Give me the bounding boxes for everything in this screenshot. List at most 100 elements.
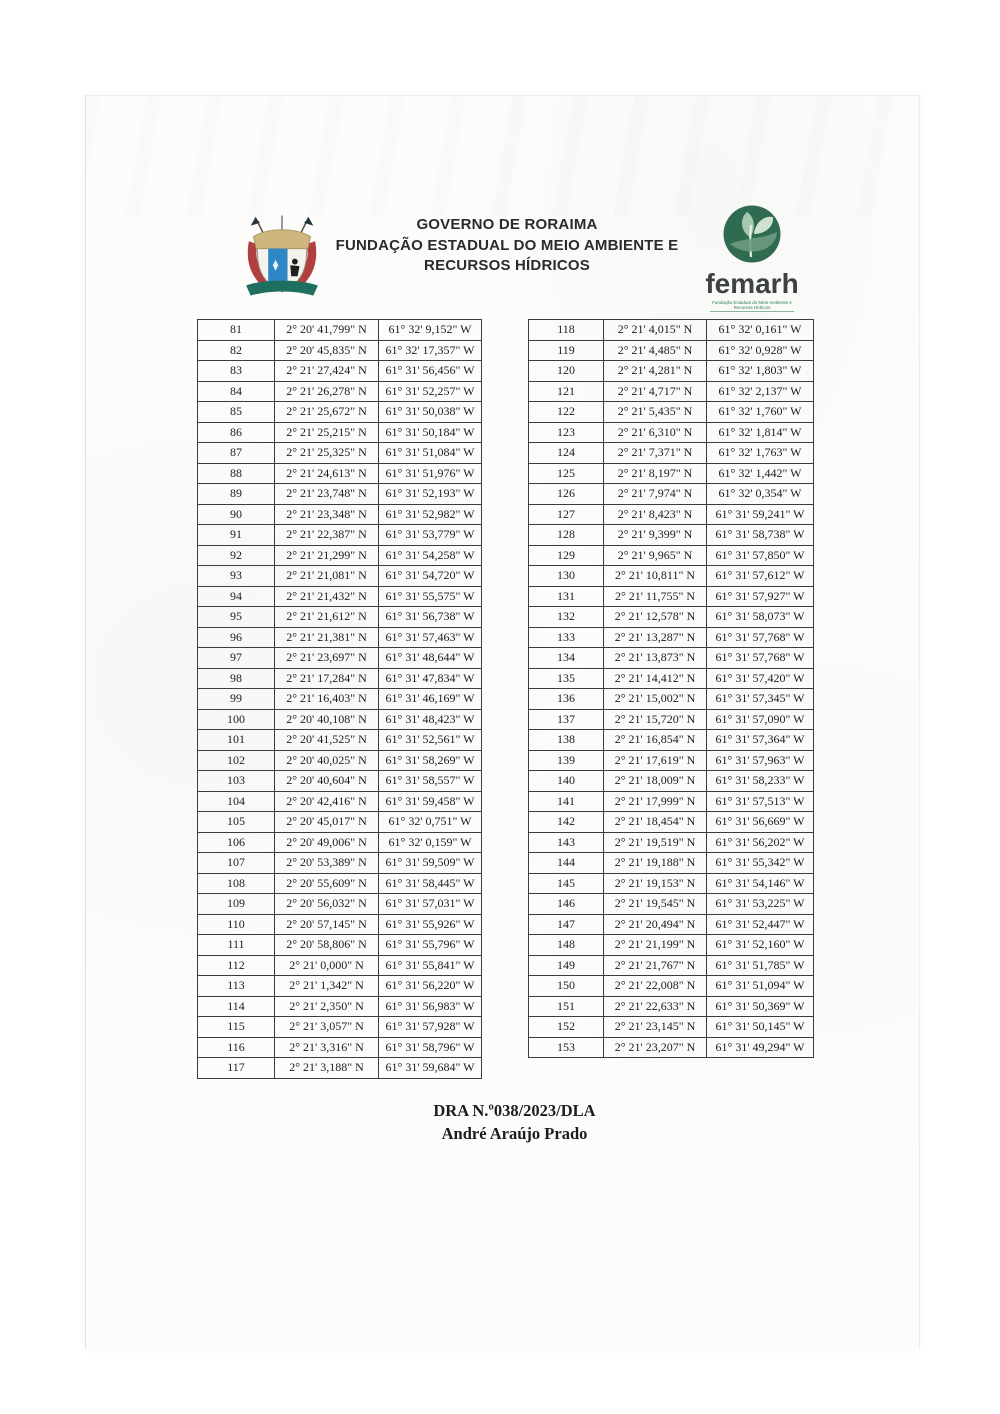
coordinate-row: 117 2° 21' 3,188" N 61° 31' 59,684" W	[197, 1057, 482, 1079]
coordinate-row: 112 2° 21' 0,000" N 61° 31' 55,841" W	[197, 954, 482, 976]
latitude-cell: 2° 20' 58,806" N	[274, 934, 379, 956]
longitude-cell: 61° 32' 0,161" W	[706, 319, 814, 341]
coordinate-row: 150 2° 21' 22,008" N 61° 31' 51,094" W	[528, 975, 814, 997]
longitude-cell: 61° 32' 1,442" W	[706, 462, 814, 484]
longitude-cell: 61° 31' 57,928" W	[378, 1016, 482, 1038]
coordinate-row: 140 2° 21' 18,009" N 61° 31' 58,233" W	[528, 770, 814, 792]
author-name: André Araújo Prado	[441, 1124, 588, 1143]
point-number-cell: 109	[197, 893, 275, 915]
point-number-cell: 130	[528, 565, 604, 587]
point-number-cell: 150	[528, 975, 604, 997]
coordinate-row: 106 2° 20' 49,006" N 61° 32' 0,159" W	[197, 831, 482, 853]
longitude-cell: 61° 31' 55,841" W	[378, 954, 482, 976]
coordinate-row: 144 2° 21' 19,188" N 61° 31' 55,342" W	[528, 852, 814, 874]
coordinate-row: 113 2° 21' 1,342" N 61° 31' 56,220" W	[197, 975, 482, 997]
coordinate-row: 125 2° 21' 8,197" N 61° 32' 1,442" W	[528, 462, 814, 484]
longitude-cell: 61° 31' 57,963" W	[706, 749, 814, 771]
longitude-cell: 61° 31' 52,561" W	[378, 729, 482, 751]
point-number-cell: 87	[197, 442, 275, 464]
latitude-cell: 2° 20' 40,108" N	[274, 708, 379, 730]
longitude-cell: 61° 31' 58,738" W	[706, 524, 814, 546]
longitude-cell: 61° 31' 50,184" W	[378, 421, 482, 443]
latitude-cell: 2° 21' 14,412" N	[603, 667, 707, 689]
point-number-cell: 149	[528, 954, 604, 976]
latitude-cell: 2° 20' 41,799" N	[274, 319, 379, 341]
coordinate-row: 130 2° 21' 10,811" N 61° 31' 57,612" W	[528, 565, 814, 587]
latitude-cell: 2° 21' 17,619" N	[603, 749, 707, 771]
longitude-cell: 61° 31' 50,145" W	[706, 1016, 814, 1038]
point-number-cell: 138	[528, 729, 604, 751]
coordinate-row: 93 2° 21' 21,081" N 61° 31' 54,720" W	[197, 565, 482, 587]
point-number-cell: 114	[197, 995, 275, 1017]
coordinate-row: 94 2° 21' 21,432" N 61° 31' 55,575" W	[197, 585, 482, 607]
point-number-cell: 116	[197, 1036, 275, 1058]
longitude-cell: 61° 31' 51,084" W	[378, 442, 482, 464]
coordinate-row: 92 2° 21' 21,299" N 61° 31' 54,258" W	[197, 544, 482, 566]
coat-of-arms-graphic	[246, 215, 318, 296]
coordinate-row: 132 2° 21' 12,578" N 61° 31' 58,073" W	[528, 606, 814, 628]
coordinate-row: 91 2° 21' 22,387" N 61° 31' 53,779" W	[197, 524, 482, 546]
latitude-cell: 2° 21' 21,612" N	[274, 606, 379, 628]
latitude-cell: 2° 21' 16,403" N	[274, 688, 379, 710]
longitude-cell: 61° 32' 2,137" W	[706, 380, 814, 402]
latitude-cell: 2° 21' 12,578" N	[603, 606, 707, 628]
point-number-cell: 151	[528, 995, 604, 1017]
coordinate-row: 98 2° 21' 17,284" N 61° 31' 47,834" W	[197, 667, 482, 689]
coordinate-row: 149 2° 21' 21,767" N 61° 31' 51,785" W	[528, 954, 814, 976]
point-number-cell: 86	[197, 421, 275, 443]
coordinate-row: 147 2° 21' 20,494" N 61° 31' 52,447" W	[528, 913, 814, 935]
latitude-cell: 2° 21' 10,811" N	[603, 565, 707, 587]
point-number-cell: 101	[197, 729, 275, 751]
longitude-cell: 61° 32' 1,760" W	[706, 401, 814, 423]
longitude-cell: 61° 32' 1,814" W	[706, 421, 814, 443]
longitude-cell: 61° 31' 54,146" W	[706, 872, 814, 894]
coordinates-table-left: 81 2° 20' 41,799" N 61° 32' 9,152" W 82 2° 2…	[197, 319, 482, 1079]
coordinate-row: 102 2° 20' 40,025" N 61° 31' 58,269" W	[197, 749, 482, 771]
coordinate-row: 97 2° 21' 23,697" N 61° 31' 48,644" W	[197, 647, 482, 669]
latitude-cell: 2° 21' 21,381" N	[274, 626, 379, 648]
longitude-cell: 61° 31' 59,241" W	[706, 503, 814, 525]
latitude-cell: 2° 21' 17,999" N	[603, 790, 707, 812]
point-number-cell: 95	[197, 606, 275, 628]
point-number-cell: 131	[528, 585, 604, 607]
point-number-cell: 99	[197, 688, 275, 710]
point-number-cell: 139	[528, 749, 604, 771]
latitude-cell: 2° 21' 23,697" N	[274, 647, 379, 669]
coordinate-row: 96 2° 21' 21,381" N 61° 31' 57,463" W	[197, 626, 482, 648]
coordinate-row: 146 2° 21' 19,545" N 61° 31' 53,225" W	[528, 893, 814, 915]
point-number-cell: 133	[528, 626, 604, 648]
coordinate-row: 119 2° 21' 4,485" N 61° 32' 0,928" W	[528, 339, 814, 361]
coordinate-row: 139 2° 21' 17,619" N 61° 31' 57,963" W	[528, 749, 814, 771]
coordinate-row: 82 2° 20' 45,835" N 61° 32' 17,357" W	[197, 339, 482, 361]
point-number-cell: 132	[528, 606, 604, 628]
point-number-cell: 127	[528, 503, 604, 525]
coordinate-row: 107 2° 20' 53,389" N 61° 31' 59,509" W	[197, 852, 482, 874]
latitude-cell: 2° 21' 25,325" N	[274, 442, 379, 464]
longitude-cell: 61° 31' 57,927" W	[706, 585, 814, 607]
point-number-cell: 100	[197, 708, 275, 730]
longitude-cell: 61° 31' 57,031" W	[378, 893, 482, 915]
coordinate-row: 100 2° 20' 40,108" N 61° 31' 48,423" W	[197, 708, 482, 730]
longitude-cell: 61° 31' 52,193" W	[378, 483, 482, 505]
latitude-cell: 2° 21' 6,310" N	[603, 421, 707, 443]
point-number-cell: 126	[528, 483, 604, 505]
latitude-cell: 2° 21' 21,299" N	[274, 544, 379, 566]
point-number-cell: 85	[197, 401, 275, 423]
longitude-cell: 61° 31' 57,420" W	[706, 667, 814, 689]
point-number-cell: 141	[528, 790, 604, 812]
coordinate-row: 103 2° 20' 40,604" N 61° 31' 58,557" W	[197, 770, 482, 792]
point-number-cell: 104	[197, 790, 275, 812]
longitude-cell: 61° 32' 0,928" W	[706, 339, 814, 361]
point-number-cell: 91	[197, 524, 275, 546]
longitude-cell: 61° 31' 48,644" W	[378, 647, 482, 669]
point-number-cell: 84	[197, 380, 275, 402]
latitude-cell: 2° 21' 21,199" N	[603, 934, 707, 956]
longitude-cell: 61° 31' 55,926" W	[378, 913, 482, 935]
longitude-cell: 61° 32' 0,751" W	[378, 811, 482, 833]
point-number-cell: 89	[197, 483, 275, 505]
point-number-cell: 122	[528, 401, 604, 423]
coordinate-row: 83 2° 21' 27,424" N 61° 31' 56,456" W	[197, 360, 482, 382]
point-number-cell: 96	[197, 626, 275, 648]
latitude-cell: 2° 20' 45,835" N	[274, 339, 379, 361]
point-number-cell: 134	[528, 647, 604, 669]
